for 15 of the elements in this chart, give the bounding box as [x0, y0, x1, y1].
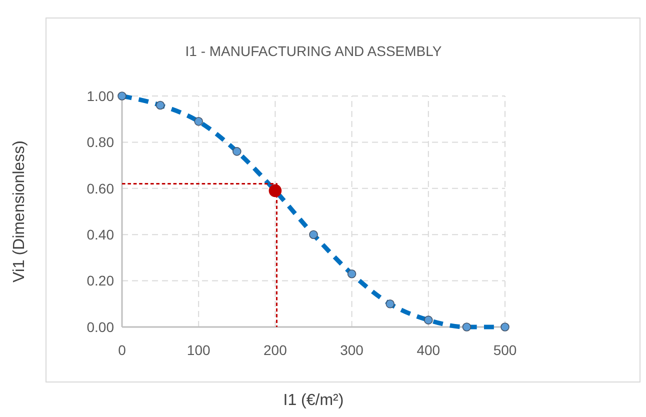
y-tick-label: 0.60: [86, 180, 114, 196]
y-tick-label: 0.20: [86, 272, 114, 289]
y-tick-label: 0.40: [86, 226, 114, 242]
x-tick-label: 500: [493, 342, 517, 358]
x-tick-label: 0: [118, 342, 126, 358]
y-tick-label: 0.00: [86, 318, 114, 335]
y-tick-label: 0.80: [86, 134, 114, 150]
x-tick-label: 100: [186, 342, 210, 358]
y-axis-title: Vi1 (Dimensionless): [11, 140, 28, 282]
x-tick-label: 200: [264, 342, 288, 358]
chart-title: I1 - MANUFACTURING AND ASSEMBLY: [185, 43, 442, 59]
x-tick-label: 300: [340, 342, 364, 358]
x-tick-label: 400: [416, 342, 440, 358]
x-axis-title: I1 (€/m²): [283, 392, 344, 409]
y-tick-label: 1.00: [86, 88, 114, 104]
